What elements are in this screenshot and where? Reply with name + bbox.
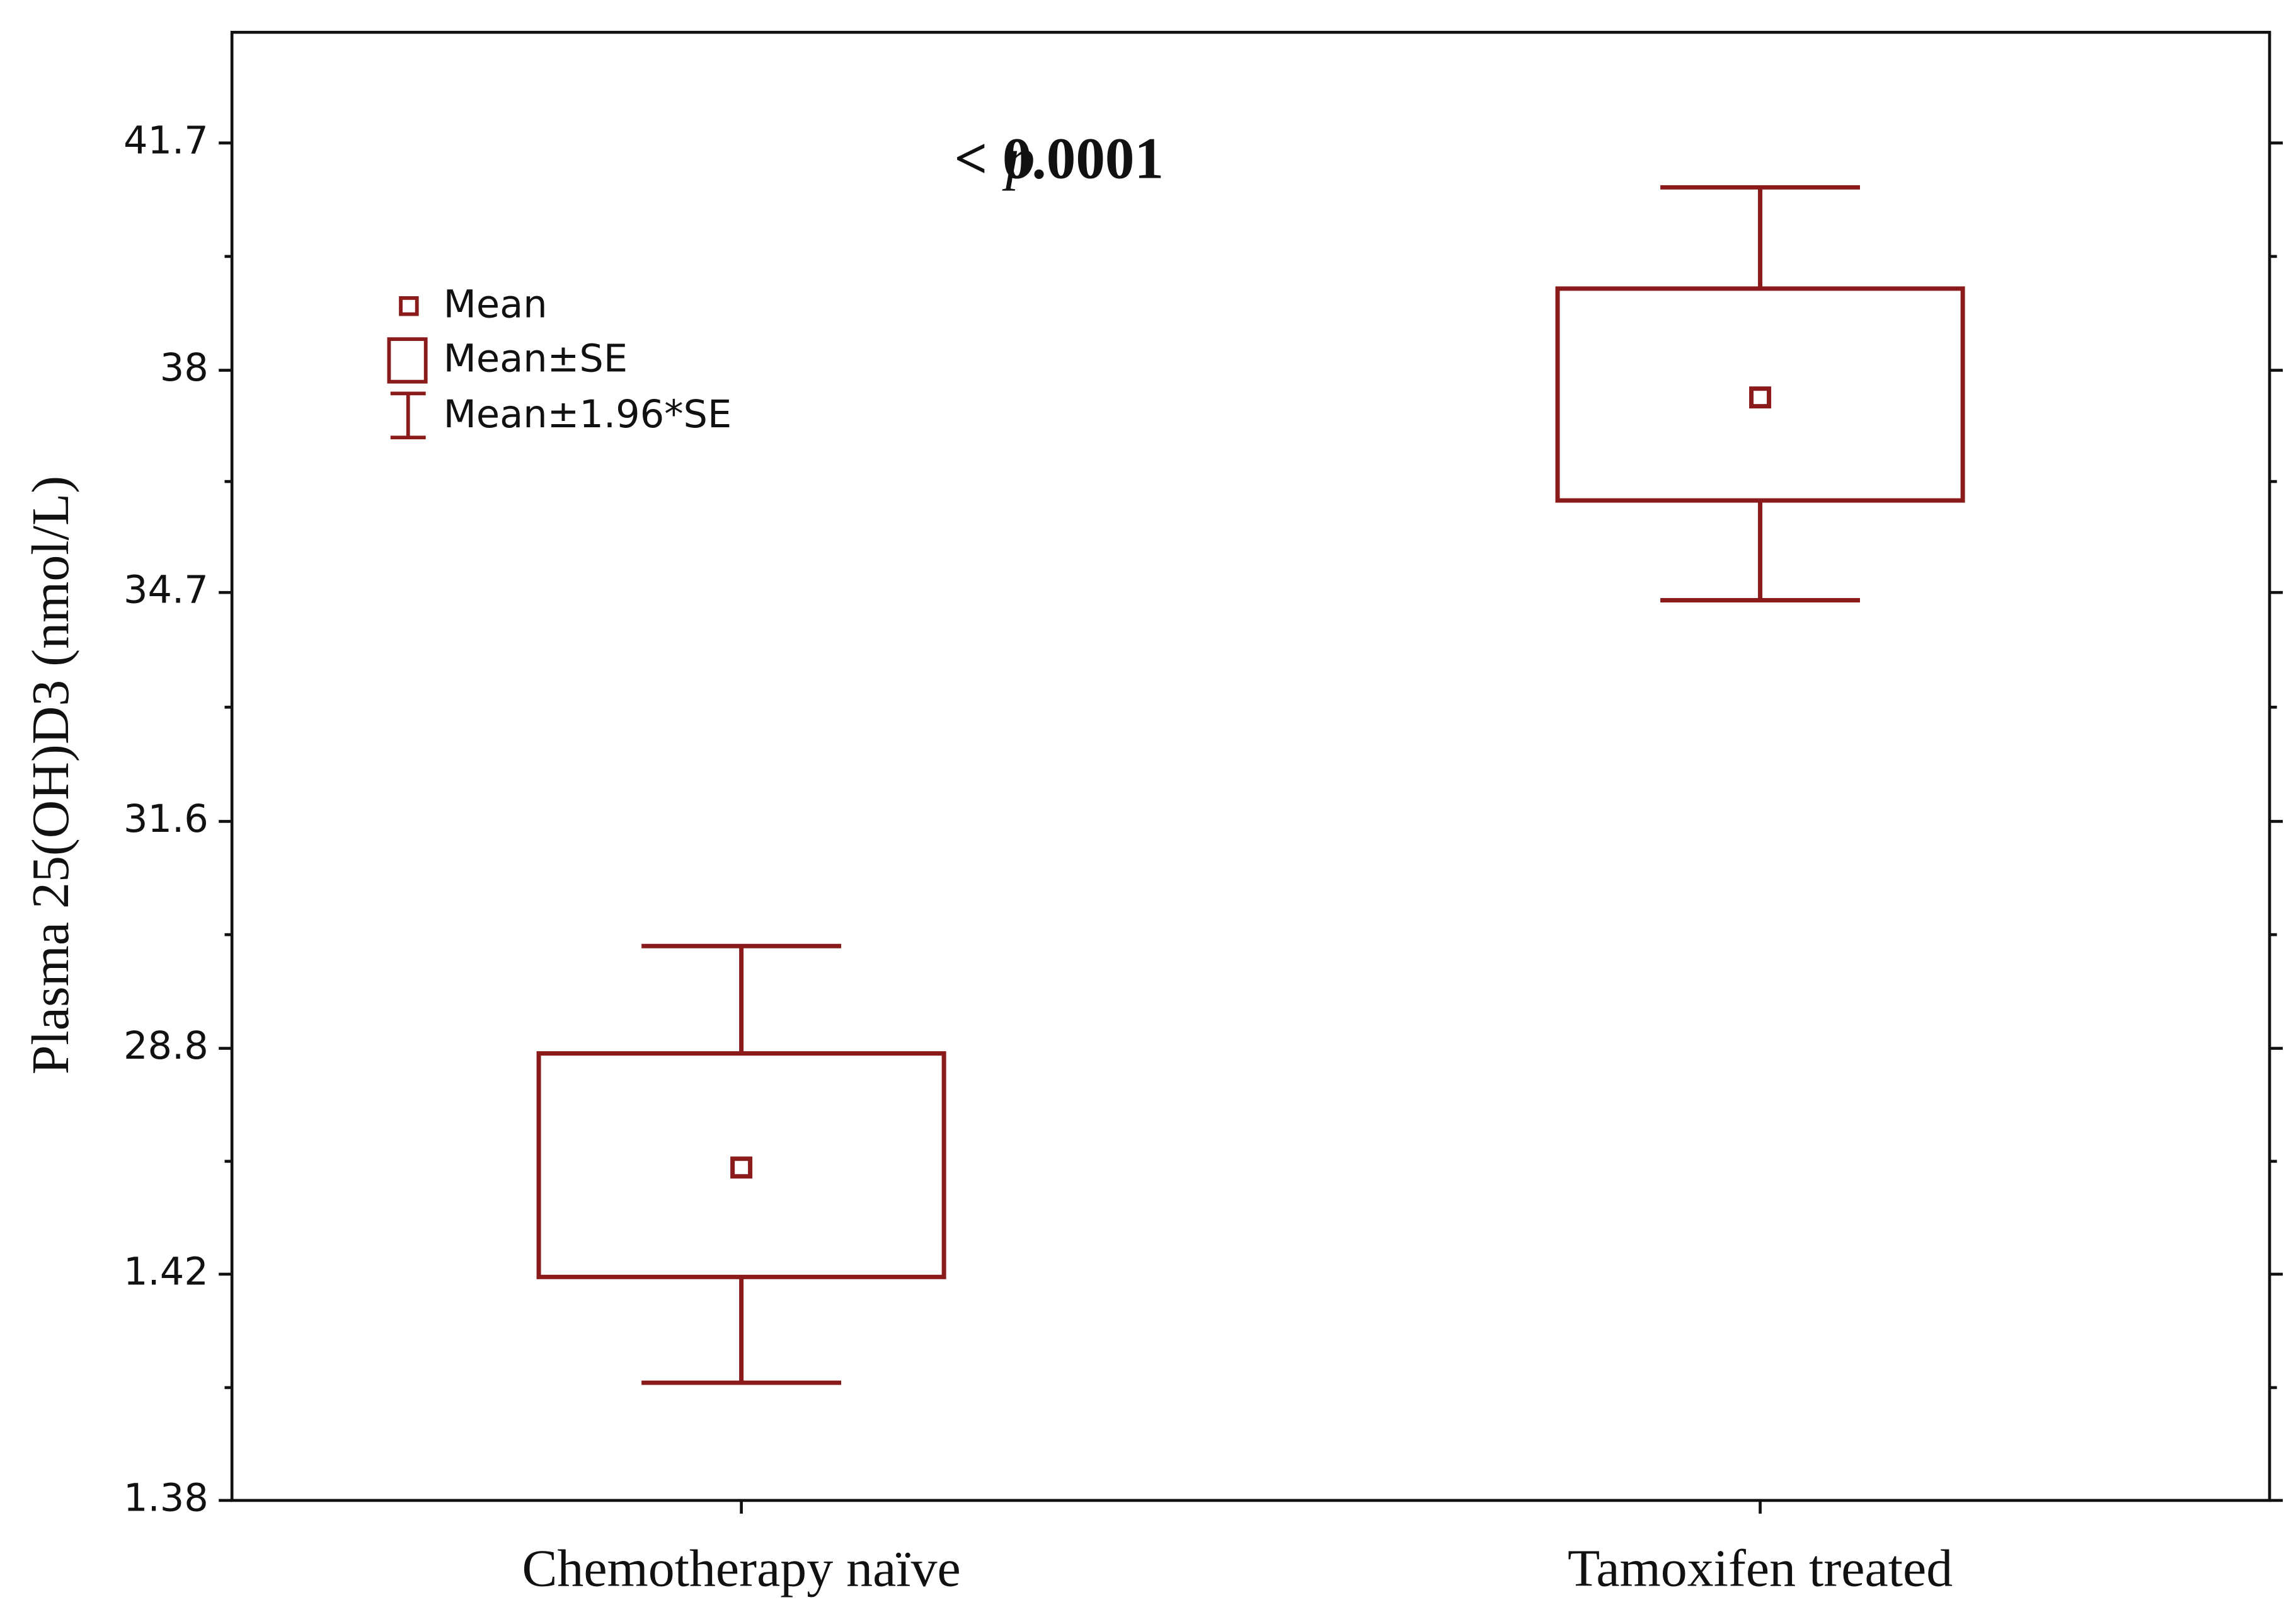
annotation-p: p xyxy=(1002,126,1035,191)
y-tick-label: 38 xyxy=(160,346,209,390)
y-tick-label: 31.6 xyxy=(123,797,209,841)
x-tick-label: Tamoxifen treated xyxy=(1568,1540,1953,1598)
annotation: < 0.0001 xyxy=(954,126,1164,191)
legend-label: Mean xyxy=(444,283,548,327)
se-box xyxy=(536,1051,946,1279)
mean-marker xyxy=(730,1156,753,1179)
y-tick-label: 1.42 xyxy=(123,1250,209,1294)
mean-marker xyxy=(1749,386,1772,409)
legend-se-symbol xyxy=(387,337,428,384)
plot-frame xyxy=(230,30,2271,1502)
y-axis-label: Plasma 25(OH)D3 (nmol/L) xyxy=(21,476,80,1074)
y-tick-label: 41.7 xyxy=(123,118,209,163)
x-tick-label: Chemotherapy naïve xyxy=(522,1540,960,1598)
se-box xyxy=(1555,286,1965,503)
legend-label: Mean±SE xyxy=(444,337,628,381)
y-tick-label: 1.38 xyxy=(123,1477,209,1521)
y-tick-label: 28.8 xyxy=(123,1024,209,1068)
legend-mean-symbol xyxy=(399,296,419,316)
legend-label: Mean±1.96*SE xyxy=(444,393,732,437)
y-tick-label: 34.7 xyxy=(123,568,209,613)
